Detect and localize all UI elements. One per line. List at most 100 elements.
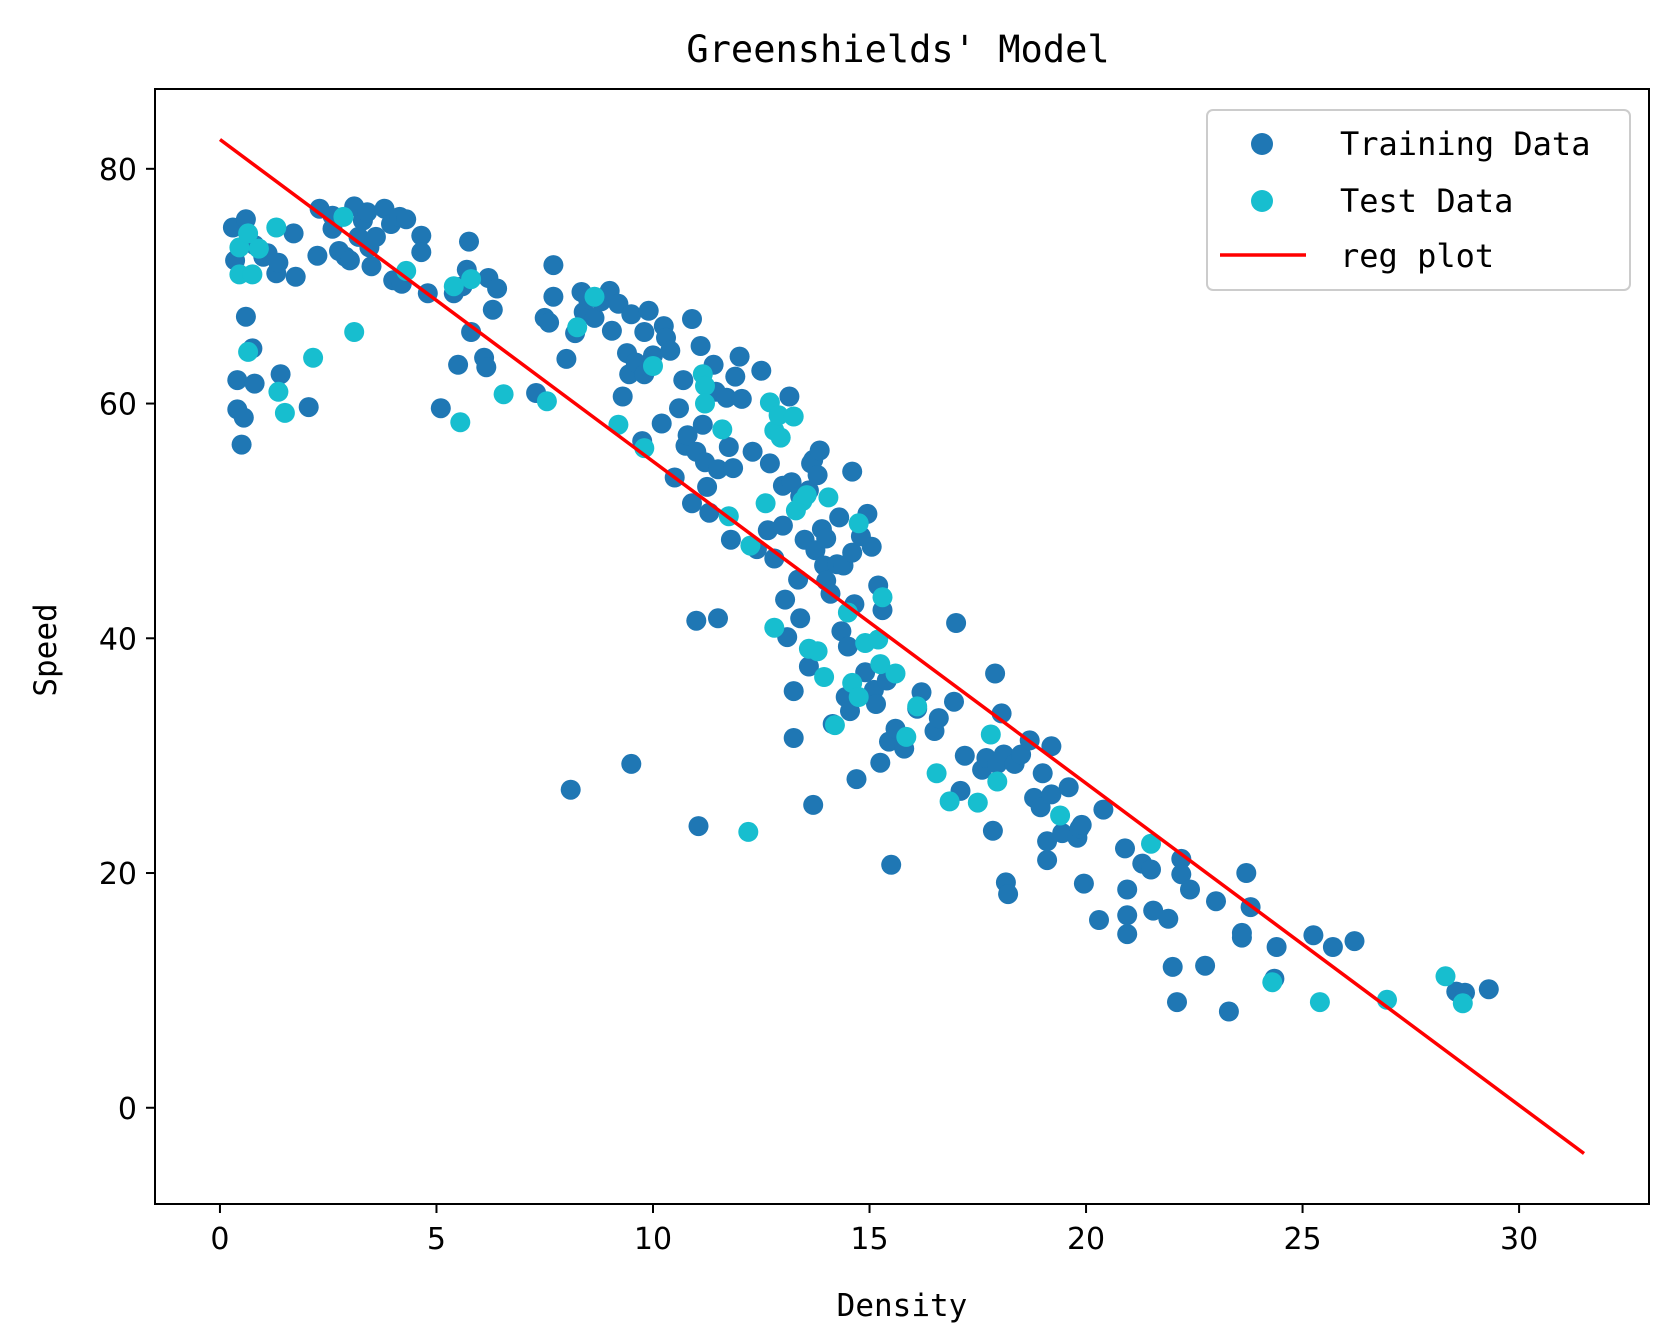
test-data-point bbox=[967, 792, 988, 813]
x-tick-label: 0 bbox=[210, 1222, 229, 1257]
training-data-point bbox=[783, 681, 804, 702]
training-data-point bbox=[831, 621, 852, 642]
training-data-point bbox=[1158, 908, 1179, 929]
training-data-point bbox=[708, 459, 728, 480]
y-tick-label: 40 bbox=[99, 622, 137, 657]
training-data-point bbox=[699, 502, 720, 523]
training-data-point bbox=[944, 691, 964, 712]
training-data-point bbox=[601, 320, 622, 341]
training-data-point bbox=[1041, 784, 1062, 805]
training-data-point bbox=[1171, 848, 1192, 869]
training-data-point bbox=[982, 820, 1003, 841]
training-data-point bbox=[560, 779, 581, 800]
training-data-point bbox=[411, 242, 432, 263]
training-data-point bbox=[928, 708, 949, 729]
test-data-point bbox=[783, 406, 804, 427]
training-data-point bbox=[1162, 956, 1183, 977]
training-data-point bbox=[688, 816, 709, 837]
training-data-point bbox=[731, 388, 752, 409]
test-data-series bbox=[229, 206, 1473, 1014]
test-data-point bbox=[837, 602, 858, 623]
training-data-point bbox=[361, 256, 382, 277]
training-data-point bbox=[1236, 863, 1257, 883]
training-data-point bbox=[1218, 1001, 1239, 1022]
test-data-point bbox=[770, 427, 791, 448]
chart-title: Greenshields' Model bbox=[686, 28, 1109, 71]
test-data-point bbox=[274, 402, 295, 423]
training-data-point bbox=[1073, 873, 1094, 894]
test-data-point bbox=[1309, 992, 1330, 1013]
test-data-point bbox=[1452, 993, 1473, 1014]
training-data-point bbox=[692, 414, 713, 435]
y-tick-label: 80 bbox=[99, 153, 137, 188]
training-data-point bbox=[285, 266, 306, 287]
test-data-point bbox=[493, 384, 514, 405]
training-data-point bbox=[634, 322, 655, 342]
legend-reg-label: reg plot bbox=[1340, 237, 1494, 275]
training-data-point bbox=[1141, 859, 1161, 880]
training-data-point bbox=[270, 364, 291, 385]
test-data-point bbox=[814, 667, 835, 687]
x-tick-label: 5 bbox=[427, 1222, 446, 1257]
training-data-point bbox=[954, 745, 975, 766]
training-data-point bbox=[268, 252, 289, 273]
test-data-point bbox=[848, 687, 869, 707]
training-data-point bbox=[1206, 891, 1226, 912]
training-data-point bbox=[720, 529, 741, 550]
training-data-point bbox=[476, 357, 497, 378]
reg-plot-line bbox=[218, 138, 1586, 1155]
training-data-point bbox=[725, 366, 746, 387]
training-data-point bbox=[846, 769, 867, 790]
training-data-point bbox=[1322, 937, 1343, 957]
training-data-point bbox=[779, 386, 800, 407]
training-data-point bbox=[783, 728, 804, 748]
legend-training-marker bbox=[1251, 133, 1273, 155]
test-data-point bbox=[266, 217, 287, 238]
test-data-point bbox=[461, 269, 482, 290]
training-data-point bbox=[396, 209, 417, 230]
test-data-point bbox=[584, 286, 605, 307]
training-data-point bbox=[842, 461, 863, 482]
training-data-point bbox=[1231, 927, 1252, 948]
training-data-point bbox=[1478, 979, 1499, 1000]
x-axis-label: Density bbox=[837, 1288, 968, 1324]
test-data-point bbox=[695, 375, 715, 396]
test-data-point bbox=[450, 412, 471, 433]
training-data-point bbox=[584, 307, 605, 328]
test-data-point bbox=[443, 276, 464, 297]
training-data-point bbox=[244, 373, 265, 394]
training-data-point bbox=[1143, 900, 1164, 921]
training-data-point bbox=[1032, 763, 1053, 784]
training-data-point bbox=[772, 515, 793, 536]
training-data-point bbox=[1058, 777, 1079, 798]
training-data-point bbox=[870, 752, 891, 773]
training-data-point bbox=[946, 613, 967, 633]
training-data-point bbox=[612, 386, 633, 407]
training-data-point bbox=[539, 312, 560, 333]
test-data-point bbox=[987, 771, 1008, 792]
test-data-point bbox=[238, 341, 259, 362]
training-data-point bbox=[686, 610, 707, 631]
training-data-point bbox=[307, 245, 328, 266]
x-tick-label: 30 bbox=[1500, 1222, 1538, 1257]
training-data-point bbox=[543, 255, 564, 276]
training-data-point bbox=[298, 397, 319, 418]
legend-test-label: Test Data bbox=[1340, 182, 1513, 220]
test-data-point bbox=[907, 696, 928, 717]
test-data-point bbox=[896, 726, 917, 747]
x-axis: 0 5 10 15 20 25 30 bbox=[210, 1204, 1538, 1257]
training-data-point bbox=[757, 520, 778, 541]
training-data-point bbox=[1037, 831, 1058, 852]
x-tick-label: 20 bbox=[1067, 1222, 1105, 1257]
training-data-point bbox=[881, 854, 902, 875]
training-data-point bbox=[669, 398, 689, 419]
training-data-point bbox=[1180, 879, 1200, 900]
training-data-point bbox=[742, 441, 763, 462]
training-data-point bbox=[621, 304, 642, 325]
test-data-point bbox=[643, 356, 663, 376]
training-data-point bbox=[283, 223, 304, 244]
test-data-point bbox=[712, 419, 733, 440]
x-tick-label: 10 bbox=[634, 1222, 672, 1257]
plot-frame bbox=[154, 88, 1650, 1205]
